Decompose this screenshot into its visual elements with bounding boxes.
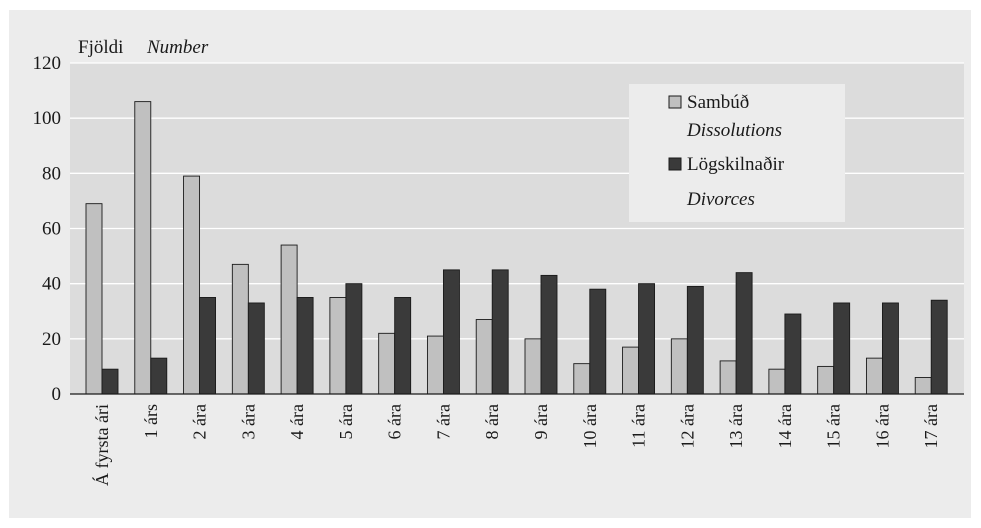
legend-box [629,84,845,222]
y-tick-labels: 0 20 40 60 80 100 120 [33,53,62,405]
x-tick-label: 12 ára [677,404,697,448]
bar-divorces [686,285,704,395]
x-tick-label: 1 árs [141,404,161,439]
bar-divorces [735,272,753,395]
bar-divorces [833,302,851,395]
x-tick-label: 17 ára [921,404,941,448]
bar-divorces [199,297,217,395]
y-tick-label: 120 [33,53,62,74]
x-tick-label: 10 ára [580,404,600,448]
bar-divorces [784,313,802,395]
bar-dissolutions [183,175,201,395]
bar-dissolutions [85,203,103,395]
bar-dissolutions [231,263,249,395]
y-tick-label: 20 [42,329,61,350]
bar-divorces [881,302,899,395]
bar-dissolutions [865,357,883,395]
bar-dissolutions [426,335,444,395]
bar-divorces [540,274,558,395]
x-tick-label: Á fyrsta ári [91,404,112,486]
legend: Sambúð Dissolutions Lögskilnaðir Divorce… [629,84,845,222]
bar-divorces [394,297,412,395]
x-tick-label: 8 ára [482,404,502,439]
y-axis-title-en: Number [146,37,209,58]
x-tick-label: 7 ára [433,404,453,439]
y-tick-label: 100 [33,108,62,129]
bar-dissolutions [719,360,737,395]
legend-label-divorces-en: Divorces [686,189,755,210]
y-tick-label: 60 [42,219,61,240]
y-tick-label: 80 [42,163,61,184]
x-tick-label: 4 ára [287,404,307,439]
y-axis-title: Fjöldi [78,37,123,58]
bar-dissolutions [817,365,835,395]
bar-divorces [442,269,460,395]
bar-divorces [491,269,509,395]
gridlines [70,62,964,340]
legend-label-divorces: Lögskilnaðir [687,154,785,175]
bar-divorces [247,302,265,395]
y-tick-label: 40 [42,274,61,295]
x-tick-label: 14 ára [775,404,795,448]
bar-dissolutions [622,346,640,395]
bar-dissolutions [524,338,542,395]
x-tick-label: 11 ára [629,404,649,448]
bar-divorces [930,299,948,395]
bars [85,101,948,395]
bar-dissolutions [280,244,298,395]
x-tick-label: 3 ára [238,404,258,439]
x-tick-label: 5 ára [336,404,356,439]
legend-label-dissolutions-en: Dissolutions [686,120,782,141]
legend-swatch-divorces [668,157,682,171]
bar-dissolutions [134,101,152,395]
bar-dissolutions [768,368,786,395]
x-tick-label: 13 ára [726,404,746,448]
x-tick-label: 15 ára [824,404,844,448]
bar-dissolutions [914,377,932,395]
bar-dissolutions [378,332,396,395]
bar-dissolutions [329,297,347,395]
y-tick-label: 0 [52,384,62,405]
legend-swatch-dissolutions [668,95,682,109]
bar-divorces [345,283,363,395]
x-tick-label: 2 ára [190,404,210,439]
bar-dissolutions [573,363,591,395]
x-tick-label: 6 ára [385,404,405,439]
bar-divorces [589,288,607,395]
bar-dissolutions [670,338,688,395]
bar-divorces [296,297,314,395]
bar-divorces [638,283,656,395]
x-tick-label: 16 ára [872,404,892,448]
legend-label-dissolutions: Sambúð [687,92,749,113]
bar-divorces [150,357,168,395]
chart-frame: 0 20 40 60 80 100 120 Á fyrsta ári 1 árs 2 ára 3 … [9,10,971,518]
x-tick-labels: Á fyrsta ári 1 árs 2 ára 3 ára 4 ára 5 ára 6 á… [91,404,941,486]
bar-dissolutions [475,319,493,395]
bar-divorces [101,368,119,395]
bar-chart: 0 20 40 60 80 100 120 Á fyrsta ári 1 árs 2 ára 3 … [33,37,964,486]
x-tick-label: 9 ára [531,404,551,439]
